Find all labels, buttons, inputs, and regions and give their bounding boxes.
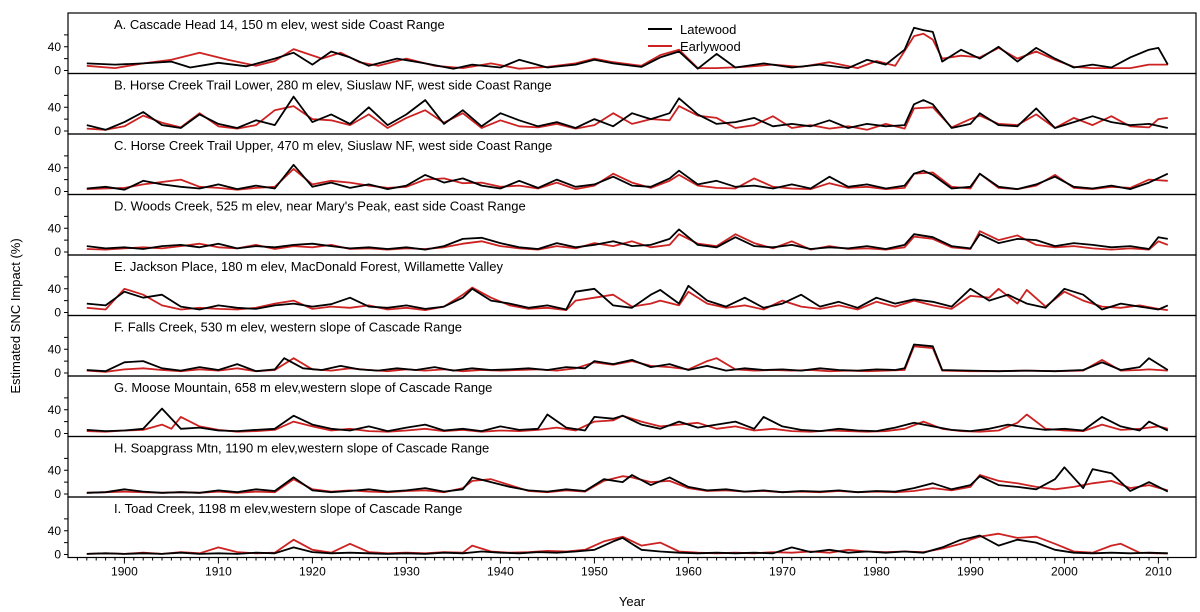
panel-e-earlywood-line <box>86 286 1168 312</box>
panel-c-latewood-line <box>86 163 1169 191</box>
x-tick-label: 1910 <box>205 565 232 579</box>
panel-e-latewood-line <box>86 284 1169 311</box>
panel-i: 0 40 I. Toad Creek, 1198 m elev,western sl… <box>48 496 1197 562</box>
x-tick-label: 2000 <box>1051 565 1078 579</box>
panel-f-y-tick-label: 0 <box>54 366 61 380</box>
panel-g-y-tick-label: 40 <box>48 403 62 417</box>
panel-f-y-tick-label: 40 <box>48 342 62 356</box>
x-tick-label: 1950 <box>581 565 608 579</box>
panel-f-title: F. Falls Creek, 530 m elev, western slop… <box>114 320 462 335</box>
panel-h-y-tick-label: 0 <box>54 487 61 501</box>
panel-i-y-tick-label: 40 <box>48 524 62 538</box>
legend: Latewood Earlywood <box>648 22 741 54</box>
panel-i-latewood-line <box>86 534 1168 555</box>
panel-a-y-tick-label: 40 <box>48 40 62 54</box>
panel-h-title: H. Soapgrass Mtn, 1190 m elev,western sl… <box>114 441 489 456</box>
y-axis-title: Estimated SNC Impact (%) <box>8 238 23 393</box>
panel-d-title: D. Woods Creek, 525 m elev, near Mary's … <box>114 199 526 214</box>
panel-c-y-tick-label: 40 <box>48 161 62 175</box>
x-tick-label: 1920 <box>299 565 326 579</box>
panel-h-y-tick-label: 40 <box>48 463 62 477</box>
x-tick-label: 1940 <box>487 565 514 579</box>
panel-c-title: C. Horse Creek Trail Upper, 470 m elev, … <box>114 138 552 153</box>
panel-g-title: G. Moose Mountain, 658 m elev,western sl… <box>114 380 492 395</box>
panel-g-y-tick-label: 0 <box>54 427 61 441</box>
panels-group: 0 40 A. Cascade Head 14, 150 m elev, west … <box>48 12 1197 562</box>
panel-g: 0 40 G. Moose Mountain, 658 m elev,western… <box>48 375 1197 441</box>
panel-e-y-tick-label: 40 <box>48 282 62 296</box>
panel-a-title: A. Cascade Head 14, 150 m elev, west sid… <box>114 17 445 32</box>
x-tick-label: 1970 <box>769 565 796 579</box>
panel-e-y-tick-label: 0 <box>54 306 61 320</box>
panel-f: 0 40 F. Falls Creek, 530 m elev, western s… <box>48 314 1197 380</box>
legend-label-earlywood: Earlywood <box>680 39 741 54</box>
x-tick-label: 1990 <box>957 565 984 579</box>
panel-h-earlywood-line <box>86 474 1169 494</box>
panel-d-earlywood-line <box>86 230 1169 251</box>
x-tick-label: 1960 <box>675 565 702 579</box>
x-tick-label: 1900 <box>111 565 138 579</box>
panel-i-title: I. Toad Creek, 1198 m elev,western slope… <box>114 501 462 516</box>
panel-d-latewood-line <box>86 228 1168 251</box>
x-axis: 1900 1910 1920 1930 1940 1950 1960 1970 1980 1990… <box>76 557 1172 579</box>
x-axis-title: Year <box>619 594 646 609</box>
panel-b-y-tick-label: 0 <box>54 124 61 138</box>
panel-e-title: E. Jackson Place, 180 m elev, MacDonald … <box>114 259 503 274</box>
panel-b-y-tick-label: 40 <box>48 100 62 114</box>
legend-label-latewood: Latewood <box>680 22 736 37</box>
panel-b: 0 40 B. Horse Creek Trail Lower, 280 m ele… <box>48 72 1197 138</box>
panel-b-title: B. Horse Creek Trail Lower, 280 m elev, … <box>114 78 552 93</box>
x-tick-label: 1980 <box>863 565 890 579</box>
x-tick-label: 2010 <box>1145 565 1172 579</box>
panel-h-latewood-line <box>86 466 1169 494</box>
panel-c: 0 40 C. Horse Creek Trail Upper, 470 m ele… <box>48 133 1197 199</box>
panel-h: 0 40 H. Soapgrass Mtn, 1190 m elev,western… <box>48 435 1197 501</box>
panel-a-y-tick-label: 0 <box>54 64 61 78</box>
panel-e: 0 40 E. Jackson Place, 180 m elev, MacDona… <box>48 254 1197 320</box>
panel-i-y-tick-label: 0 <box>54 548 61 562</box>
panel-b-latewood-line <box>86 95 1168 131</box>
x-tick-label: 1930 <box>393 565 420 579</box>
panel-c-y-tick-label: 0 <box>54 185 61 199</box>
panel-g-latewood-line <box>86 407 1169 433</box>
panel-f-latewood-line <box>86 343 1169 373</box>
panel-d-y-tick-label: 40 <box>48 221 62 235</box>
panel-a: 0 40 A. Cascade Head 14, 150 m elev, west … <box>48 12 1197 78</box>
panel-a-latewood-line <box>86 26 1169 70</box>
panel-a-earlywood-line <box>86 32 1168 70</box>
panel-d-y-tick-label: 0 <box>54 245 61 259</box>
panel-d: 0 40 D. Woods Creek, 525 m elev, near Mary… <box>48 193 1197 259</box>
